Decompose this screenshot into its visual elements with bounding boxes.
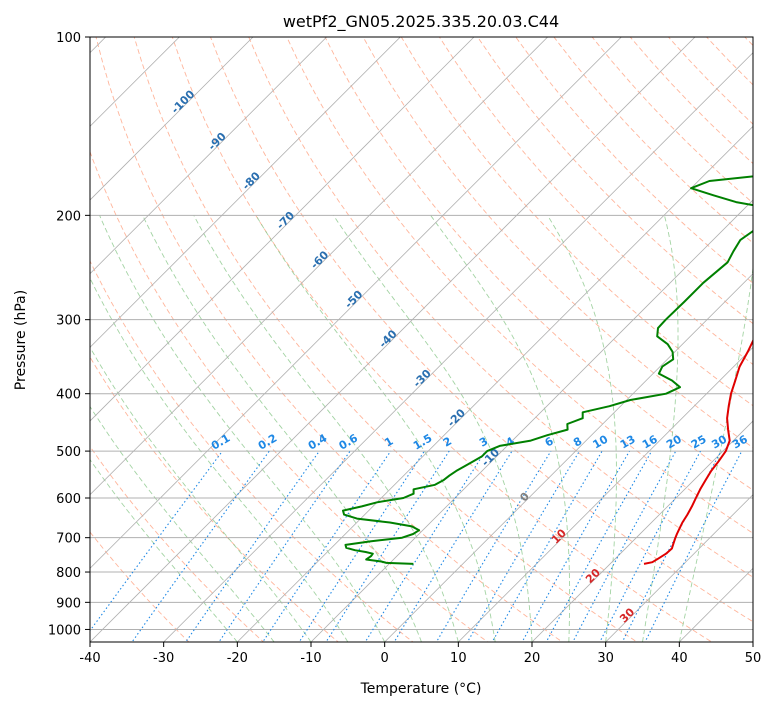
mixing-ratio-line bbox=[325, 450, 450, 642]
isotherm-line bbox=[384, 273, 753, 642]
isotherm-line bbox=[310, 199, 753, 642]
y-tick-label: 700 bbox=[56, 532, 81, 547]
dry-adiabat-line bbox=[90, 531, 190, 642]
dry-adiabat-line bbox=[248, 37, 753, 578]
isotherm-line bbox=[90, 37, 328, 275]
x-tick-label: 10 bbox=[450, 651, 467, 666]
mixing-ratio-line bbox=[466, 450, 580, 642]
sounding-profiles bbox=[342, 175, 753, 565]
isotherm-line bbox=[236, 125, 753, 642]
dry-adiabat-line bbox=[400, 37, 753, 407]
pressure-gridlines bbox=[90, 37, 753, 630]
moist-adiabat-line bbox=[142, 215, 422, 642]
moist-adiabat-line bbox=[642, 215, 679, 642]
y-tick-label: 100 bbox=[56, 31, 81, 46]
mixing-ratio-line bbox=[298, 450, 425, 642]
isotherm-line bbox=[90, 37, 401, 348]
isotherm-line bbox=[163, 52, 753, 642]
isotherms bbox=[90, 37, 753, 642]
moist-adiabat-line bbox=[193, 215, 459, 642]
mixing-ratio-line bbox=[435, 450, 552, 642]
mixing-ratio-line bbox=[393, 450, 513, 642]
isotherm-line bbox=[90, 37, 696, 642]
x-tick-label: 50 bbox=[745, 651, 762, 666]
dry-adiabat-line bbox=[362, 37, 753, 449]
isotherm-line bbox=[457, 346, 753, 642]
isotherm-line bbox=[531, 420, 753, 642]
dry-adiabat-line bbox=[95, 37, 564, 642]
y-tick-label: 1000 bbox=[48, 623, 81, 638]
x-tick-label: -30 bbox=[153, 651, 174, 666]
x-tick-label: -40 bbox=[79, 651, 100, 666]
y-tick-label: 900 bbox=[56, 596, 81, 611]
dry-adiabat-line bbox=[133, 37, 638, 642]
y-tick-label: 800 bbox=[56, 566, 81, 581]
dry-adiabat-line bbox=[210, 37, 753, 623]
isotherm-line bbox=[605, 494, 753, 642]
isotherm-line bbox=[90, 37, 475, 422]
isotherm-line bbox=[90, 37, 549, 496]
moist-adiabats bbox=[90, 215, 753, 642]
mixing-ratio-line bbox=[599, 450, 701, 642]
x-tick-label: 40 bbox=[671, 651, 688, 666]
x-axis-label: Temperature (°C) bbox=[360, 681, 482, 697]
dewpoint-profile bbox=[342, 175, 753, 565]
dry-adiabat-line bbox=[171, 37, 713, 642]
mixing-ratio-line bbox=[364, 450, 486, 642]
chart-title: wetPf2_GN05.2025.335.20.03.C44 bbox=[283, 12, 559, 32]
moist-adiabat-line bbox=[430, 215, 571, 642]
y-tick-label: 600 bbox=[56, 492, 81, 507]
isotherm-line bbox=[90, 37, 622, 569]
y-tick-label: 200 bbox=[56, 209, 81, 224]
moist-adiabat-line bbox=[678, 264, 753, 642]
moist-adiabat-line bbox=[255, 215, 496, 642]
x-tick-label: -20 bbox=[227, 651, 248, 666]
mixing-ratio-line bbox=[572, 450, 677, 642]
dry-adiabat-line bbox=[90, 259, 414, 642]
mixing-ratio-line bbox=[218, 450, 351, 642]
y-axis: 100 200 300 400 500 600 700 800 900 1000 bbox=[48, 31, 90, 638]
mixing-ratio-lines bbox=[90, 450, 743, 642]
isotherm-line bbox=[90, 37, 254, 201]
moist-adiabat-line bbox=[99, 215, 386, 642]
y-tick-label: 300 bbox=[56, 314, 81, 329]
dry-adiabat-line bbox=[90, 445, 265, 642]
dry-adiabat-line bbox=[477, 37, 753, 325]
x-tick-label: 20 bbox=[524, 651, 541, 666]
x-tick-label: -10 bbox=[300, 651, 321, 666]
y-tick-label: 500 bbox=[56, 445, 81, 460]
moist-adiabat-line bbox=[90, 277, 349, 642]
x-tick-label: 30 bbox=[597, 651, 614, 666]
moist-adiabat-line bbox=[547, 215, 617, 642]
moist-adiabat-line bbox=[90, 458, 238, 642]
mixing-ratio-line bbox=[545, 450, 653, 642]
x-axis: -40 -30 -20 -10 0 10 20 30 40 50 bbox=[79, 642, 761, 666]
mixing-ratio-line bbox=[131, 450, 270, 642]
y-axis-label: Pressure (hPa) bbox=[13, 290, 29, 390]
mixing-ratio-line bbox=[262, 450, 392, 642]
isotherm-line bbox=[90, 37, 180, 127]
temperature-profile bbox=[643, 338, 753, 565]
x-tick-label: 0 bbox=[381, 651, 389, 666]
plot-frame bbox=[89, 36, 754, 643]
moist-adiabat-line bbox=[90, 346, 312, 642]
mixing-ratio-line bbox=[491, 450, 603, 642]
dry-adiabat-line bbox=[515, 37, 753, 284]
y-tick-label: 400 bbox=[56, 388, 81, 403]
